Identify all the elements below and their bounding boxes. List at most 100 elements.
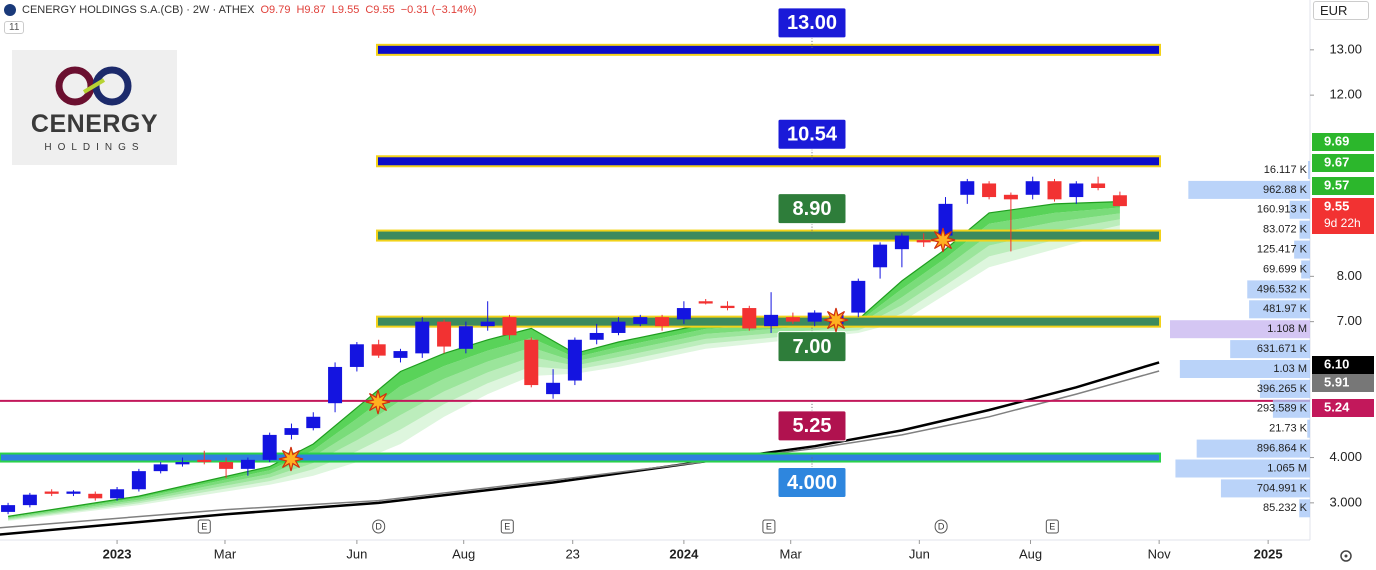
y-tick-label: 7.00 [1337,313,1362,328]
candle-body [742,308,757,329]
candle-body [458,326,473,349]
y-tick-label: 13.00 [1329,41,1362,56]
level-label-box [777,467,847,499]
volume-profile-bar [1307,419,1310,438]
candle-body [437,321,452,347]
price-badge-timer: 9d 22h [1324,216,1361,230]
event-label: E [504,521,510,531]
price-badge-label: 9.55 [1324,198,1349,213]
level-line [0,452,1161,463]
candle-body [567,339,582,381]
ribbon-band [8,219,1120,521]
event-marker [500,519,514,534]
candle-body [415,321,430,354]
candle-body [1047,181,1062,200]
candle-body [153,464,168,472]
volume-profile-bar [1196,439,1310,458]
x-tick-label: Jun [346,546,367,561]
candle-body [698,301,713,304]
x-tick-label: 2023 [103,546,132,561]
level-label: 5.25 [793,415,832,437]
candle-body [1003,194,1018,200]
symbol-header: CENERGY HOLDINGS S.A.(CB) · 2W · ATHEX O… [0,0,483,20]
candle-body [589,332,604,340]
symbol-name[interactable]: CENERGY HOLDINGS S.A.(CB) · 2W · ATHEX [22,4,255,16]
candle-body [328,366,343,404]
x-tick-label: Aug [452,546,475,561]
candle-body [873,244,888,268]
candle-body [1025,181,1040,195]
volume-profile-bar [1299,220,1310,239]
level-label: 10.54 [787,124,838,146]
volume-profile-label: 69.699 K [1263,263,1308,275]
candle-body [982,183,997,198]
candle-body [1091,183,1106,189]
x-tick-label: Jun [909,546,930,561]
volume-profile-label: 481.97 K [1263,303,1308,315]
event-marker [762,519,776,534]
candle-body [785,317,800,322]
volume-profile-label: 21.73 K [1269,423,1308,435]
volume-profile-bar [1170,320,1310,339]
candle-body [916,240,931,243]
price-badge-label: 5.24 [1324,399,1350,414]
candle-body [894,235,909,250]
level-label-box [777,410,847,442]
x-tick-label: 23 [565,546,579,561]
volume-profile-bar [1259,379,1310,398]
x-tick-label: Aug [1019,546,1042,561]
volume-profile-label: 1.03 M [1273,363,1307,375]
event-marker [197,519,211,534]
level-label: 13.00 [787,12,837,34]
level-label-box [777,118,847,150]
y-tick-label: 4.000 [1329,449,1362,464]
event-label: D [375,521,382,531]
ribbon-band [8,225,1120,521]
candle-body [938,203,953,236]
event-label: E [766,521,772,531]
price-badge [1312,399,1374,417]
price-badge-label: 9.67 [1324,154,1349,169]
logo-name: CENERGY [30,110,159,138]
volume-profile-bar [1289,200,1310,219]
moving-average [0,361,1160,536]
x-tick-label: Mar [214,546,237,561]
x-tick-label: 2024 [669,546,699,561]
candle-body [240,459,255,469]
indicators-toggle[interactable]: 11 [4,21,25,34]
candle-body [66,491,81,494]
plot-area: 13.00 10.54 8.90 7.00 5.25 4.000 E D E E D E [0,7,1310,536]
currency-selector[interactable]: EUR [1313,1,1369,20]
level-band [376,229,1161,242]
moving-average [0,370,1160,529]
candle-body [88,493,103,499]
volume-profile-label: 160.913 K [1257,204,1308,216]
candle-body [197,459,212,463]
volume-profile-label: 83.072 K [1263,224,1308,236]
event-label: E [201,521,207,531]
candle-body [131,471,146,490]
volume-profile-bar [1175,459,1310,478]
candle-body [110,489,125,499]
volume-profile-bar [1272,399,1310,418]
volume-profile-label: 85.232 K [1263,502,1308,514]
signal-star [365,389,391,415]
symbol-icon [4,4,16,16]
price-badge [1312,133,1374,151]
ohlc-low: L9.55 [331,4,360,16]
volume-profile-label: 962.88 K [1263,184,1308,196]
price-badge-label: 9.69 [1324,133,1349,148]
event-label: D [938,521,945,531]
event-marker [1045,519,1059,534]
candle-body [633,317,648,324]
candle-body [960,181,975,195]
candle-body [175,462,190,465]
candle-body [851,280,866,313]
settings-icon[interactable] [1340,550,1352,562]
volume-profile-label: 125.417 K [1257,244,1308,256]
x-tick-label: Nov [1148,546,1172,561]
ohlc-open: O9.79 [260,4,291,16]
price-badge-label: 6.10 [1324,356,1349,371]
